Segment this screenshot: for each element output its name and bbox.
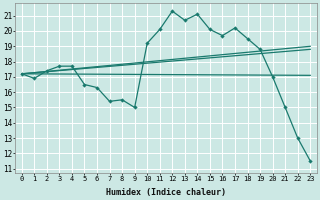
X-axis label: Humidex (Indice chaleur): Humidex (Indice chaleur) [106, 188, 226, 197]
